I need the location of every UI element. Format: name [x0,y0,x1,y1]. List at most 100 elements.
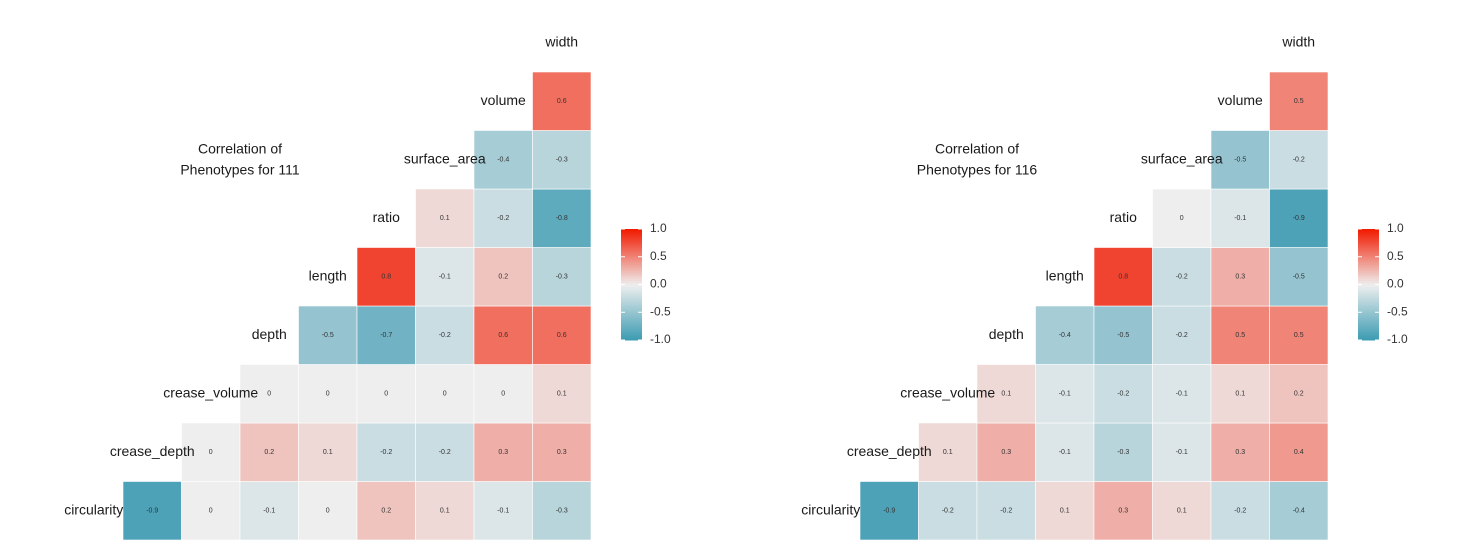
cell-label: 0.1 [323,449,333,456]
colorbar-segment [621,304,642,307]
colorbar-segment [621,320,642,323]
cell-label: -0.1 [497,508,509,515]
colorbar-label: 0.5 [1387,249,1404,263]
colorbar-segment [621,230,642,234]
cell-label: 0.6 [498,332,508,339]
colorbar-segment [621,234,642,238]
cell-label: 0.1 [440,508,450,515]
cell [532,481,592,541]
colorbar-segment [1358,268,1379,272]
cell-label: -0.4 [1059,332,1071,339]
cell-label: -0.9 [883,508,895,515]
cell [1093,364,1153,424]
colorbar-segment [621,328,642,331]
colorbar-segment [1358,310,1379,313]
colorbar-segment [1358,326,1379,329]
cell [415,422,475,482]
cell-label: 0.4 [1294,449,1304,456]
colorbar-segment [1358,270,1379,274]
cell [122,481,182,541]
cell [1152,481,1212,541]
colorbar-label: 1.0 [650,221,667,235]
colorbar-segment [621,292,642,295]
cell-label: -0.8 [556,215,568,222]
colorbar-segment [1358,234,1379,238]
cell-label: -0.2 [380,449,392,456]
colorbar-segment [1358,312,1379,315]
cell [532,305,592,365]
cell-label: 0.3 [1235,449,1245,456]
colorbar-segment [621,326,642,329]
colorbar-segment [621,286,642,289]
cell [532,71,592,131]
chart-title: Correlation of [198,141,282,157]
colorbar-segment [621,260,642,264]
colorbar-segment [621,254,642,258]
cell [532,188,592,248]
cell-label: 0.1 [1177,508,1187,515]
variable-label: ratio [1110,209,1137,225]
colorbar-segment [621,236,642,240]
cell-label: 0.2 [1294,391,1304,398]
cell [1035,305,1095,365]
cell-label: -0.2 [1293,157,1305,164]
colorbar-segment [1358,304,1379,307]
variable-label: length [1046,267,1084,283]
cell [1269,422,1329,482]
colorbar-segment [621,276,642,280]
colorbar-segment [621,324,642,327]
colorbar-segment [1358,288,1379,291]
chart-title: Correlation of [935,141,1019,157]
cell-label: -0.5 [1234,157,1246,164]
cell [1152,305,1212,365]
variable-label: depth [989,326,1024,342]
colorbar-segment [621,294,642,297]
colorbar-segment [1358,272,1379,276]
colorbar-segment [1358,266,1379,270]
cell-label: -0.7 [380,332,392,339]
colorbar-segment [1358,306,1379,309]
cell [532,364,592,424]
cell [859,481,919,541]
cell-label: 0 [501,391,505,398]
colorbar-segment [1358,236,1379,240]
cell [1269,481,1329,541]
colorbar-segment [621,318,642,321]
cell-label: 0.6 [557,98,567,105]
cell-label: 0.1 [557,391,567,398]
colorbar-segment [1358,280,1379,284]
cell-label: 0.3 [498,449,508,456]
colorbar-segment [1358,252,1379,256]
colorbar-segment [1358,256,1379,260]
cell-label: -0.9 [146,508,158,515]
colorbar-segment [621,298,642,301]
variable-label: crease_volume [900,384,995,400]
colorbar-segment [1358,230,1379,234]
colorbar-segment [1358,244,1379,248]
cell [356,422,416,482]
cell [473,364,533,424]
colorbar-segment [1358,278,1379,282]
cell [415,188,475,248]
colorbar-label: 1.0 [1387,221,1404,235]
colorbar-segment [621,256,642,260]
cell [1093,305,1153,365]
colorbar-segment [621,244,642,248]
colorbar-segment [621,290,642,293]
cell-label: 0.5 [1294,332,1304,339]
cell [1152,422,1212,482]
cell [473,247,533,307]
cell-label: -0.2 [1176,274,1188,281]
colorbar-segment [1358,240,1379,244]
colorbar-segment [1358,294,1379,297]
cell [1269,305,1329,365]
variable-label: circularity [801,501,860,517]
variable-label: circularity [64,501,123,517]
colorbar-segment [1358,324,1379,327]
colorbar-segment [621,306,642,309]
cell-label: 0.3 [1118,508,1128,515]
colorbar-segment [1358,250,1379,254]
colorbar-segment [1358,314,1379,317]
colorbar-label: -0.5 [650,304,671,318]
